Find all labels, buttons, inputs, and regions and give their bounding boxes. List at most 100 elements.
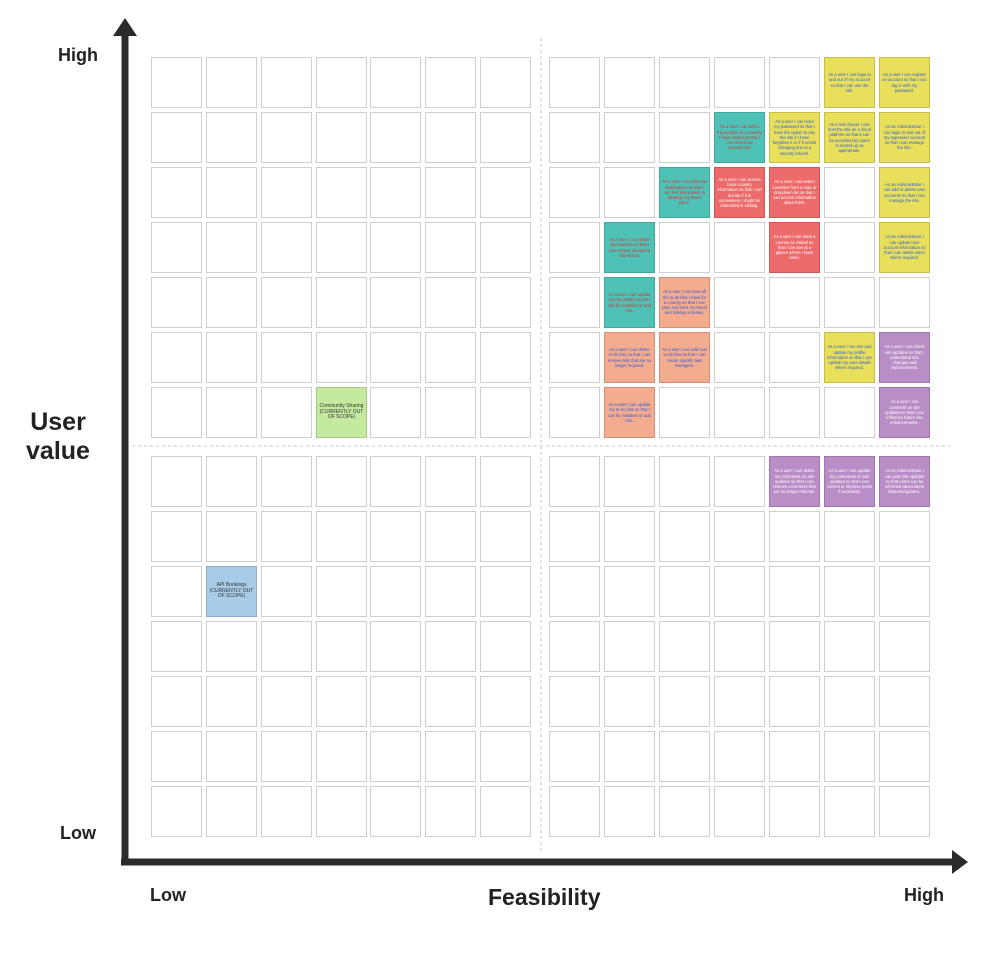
y-axis-title-line1: User (30, 408, 86, 436)
grid-cell (714, 332, 765, 383)
grid-cell (425, 277, 476, 328)
grid-cell (879, 621, 930, 672)
y-high-label: High (58, 45, 98, 65)
grid-cell (316, 786, 367, 837)
note-text: As a user I can mark a country as visite… (773, 234, 816, 261)
grid-cell (659, 676, 710, 727)
grid-cell (261, 112, 312, 163)
user-story-note[interactable]: As a user I can reset my password so tha… (769, 112, 820, 163)
grid-cell (261, 676, 312, 727)
grid-cell (604, 112, 655, 163)
user-story-note[interactable]: As an Administrator I can login in and o… (879, 112, 930, 163)
grid-cell (604, 167, 655, 218)
user-story-note[interactable]: As a user I can select countries from a … (769, 167, 820, 218)
out-of-scope-note[interactable]: Community Sharing (CURRENTLY OUT OF SCOP… (316, 387, 367, 438)
grid-cell (480, 566, 531, 617)
user-story-note[interactable]: As a user I can see and update my profil… (824, 332, 875, 383)
grid-cell (714, 786, 765, 837)
grid-cell (480, 786, 531, 837)
user-story-note[interactable]: As a user I can add a trip location to a… (714, 112, 765, 163)
grid-cell (480, 167, 531, 218)
grid-cell (425, 566, 476, 617)
grid-cell (604, 456, 655, 507)
grid-cell (151, 621, 202, 672)
user-story-note[interactable]: As a user I can add new destinations so … (659, 167, 710, 218)
grid-cell (425, 332, 476, 383)
grid-cell (261, 456, 312, 507)
user-story-note[interactable]: As a user I can update my trip details s… (604, 277, 655, 328)
grid-cell (714, 676, 765, 727)
grid-cell (714, 387, 765, 438)
grid-cell (370, 222, 421, 273)
grid-cell (659, 57, 710, 108)
grid-cell (425, 456, 476, 507)
grid-cell (659, 222, 710, 273)
note-text: As a user I can update my comments on si… (827, 468, 872, 495)
grid-cell (425, 112, 476, 163)
grid-cell (659, 621, 710, 672)
user-story-note[interactable]: As a user I can access basic country inf… (714, 167, 765, 218)
grid-cell (151, 731, 202, 782)
user-story-note[interactable]: As a user I can login to and out of my a… (824, 57, 875, 108)
user-story-note[interactable]: As a user I can delete trip locations so… (604, 222, 655, 273)
user-story-note[interactable]: As a user I can update my comments on si… (824, 456, 875, 507)
note-text: As a user I can see and update my profil… (827, 344, 872, 371)
user-story-note[interactable]: As an Administrator I can add or delete … (879, 167, 930, 218)
user-story-note[interactable]: As a Site Owner I can host the site on a… (824, 112, 875, 163)
note-text: As a user I can reset my password so tha… (772, 119, 817, 156)
grid-cell (316, 57, 367, 108)
user-story-note[interactable]: As a user I can check site updates so th… (879, 332, 930, 383)
grid-cell (425, 57, 476, 108)
grid-cell (769, 332, 820, 383)
user-story-note[interactable]: As a user I can register an account so t… (879, 57, 930, 108)
user-story-note[interactable]: As an Administrator I can post site upda… (879, 456, 930, 507)
grid-cell (261, 387, 312, 438)
grid-cell (714, 621, 765, 672)
grid-cell (604, 676, 655, 727)
y-low-label: Low (60, 823, 96, 843)
grid-cell (151, 167, 202, 218)
grid-cell (549, 332, 600, 383)
grid-cell (316, 511, 367, 562)
grid-cell (151, 112, 202, 163)
grid-cell (151, 222, 202, 273)
user-story-note[interactable]: As a user I can mark a country as visite… (769, 222, 820, 273)
user-story-note[interactable]: As a user I can update my to-do lists so… (604, 387, 655, 438)
grid-cell (824, 676, 875, 727)
grid-cell (206, 222, 257, 273)
note-text: API Bookings (CURRENTLY OUT OF SCOPE) (209, 581, 254, 600)
grid-cell (316, 277, 367, 328)
grid-cell (425, 387, 476, 438)
grid-cell (769, 511, 820, 562)
note-text: As an Administrator I can post site upda… (884, 468, 925, 495)
grid-cell (714, 731, 765, 782)
note-text: As a user I can comment on site updates … (885, 399, 924, 426)
grid-cell (549, 387, 600, 438)
user-story-note[interactable]: As a user I can delete to-do lists so th… (604, 332, 655, 383)
grid-cell (769, 387, 820, 438)
user-story-note[interactable]: As a user I can add new to-do lists so t… (659, 332, 710, 383)
grid-cell (879, 511, 930, 562)
user-story-note[interactable]: As an Administrator I can update user ac… (879, 222, 930, 273)
grid-cell (316, 112, 367, 163)
grid-cell (316, 621, 367, 672)
grid-cell (206, 387, 257, 438)
grid-cell (261, 786, 312, 837)
note-text: As a user I can add new destinations so … (662, 179, 707, 206)
grid-cell (714, 456, 765, 507)
user-story-note[interactable]: As a user I can delete my comments on si… (769, 456, 820, 507)
grid-cell (480, 277, 531, 328)
grid-cell (206, 731, 257, 782)
grid-cell (370, 511, 421, 562)
grid-cell (151, 511, 202, 562)
user-story-note[interactable]: As a user I can view all the to-do lists… (659, 277, 710, 328)
grid-cell (549, 167, 600, 218)
grid-cell (261, 511, 312, 562)
note-text: As a user I can add a trip location to a… (717, 124, 762, 151)
grid-cell (261, 222, 312, 273)
note-text: As a user I can login to and out of my a… (828, 72, 871, 93)
out-of-scope-note[interactable]: API Bookings (CURRENTLY OUT OF SCOPE) (206, 566, 257, 617)
user-story-note[interactable]: As a user I can comment on site updates … (879, 387, 930, 438)
grid-cell (425, 731, 476, 782)
